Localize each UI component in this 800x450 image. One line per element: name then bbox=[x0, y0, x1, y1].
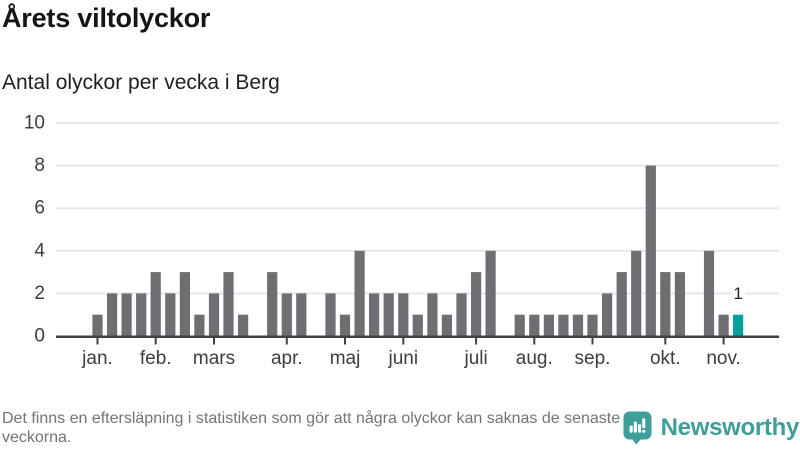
bar bbox=[339, 314, 351, 336]
bar bbox=[194, 314, 205, 336]
x-axis-tick bbox=[591, 338, 594, 345]
bar bbox=[427, 293, 438, 336]
x-axis-label: apr. bbox=[271, 348, 303, 369]
bar bbox=[354, 250, 365, 336]
x-axis-tick bbox=[96, 338, 99, 345]
value-label-backing bbox=[731, 284, 746, 302]
x-axis-label: nov. bbox=[706, 348, 741, 369]
x-axis-label: feb. bbox=[140, 348, 172, 369]
y-axis-label: 0 bbox=[34, 326, 45, 347]
x-axis-tick bbox=[344, 338, 346, 345]
gridline bbox=[56, 292, 779, 295]
bar bbox=[223, 272, 234, 336]
x-axis-tick bbox=[533, 338, 536, 345]
x-axis-tick bbox=[285, 338, 288, 345]
x-axis-tick bbox=[664, 338, 667, 345]
bar bbox=[645, 165, 656, 336]
x-axis-tick bbox=[213, 338, 215, 345]
bar bbox=[296, 293, 307, 336]
bar bbox=[602, 293, 613, 336]
bar bbox=[441, 314, 452, 336]
x-axis-label: sep. bbox=[575, 348, 611, 369]
bar bbox=[238, 314, 249, 336]
y-axis-label: 2 bbox=[34, 283, 45, 304]
bar bbox=[674, 272, 685, 336]
x-axis-label: juli bbox=[463, 348, 487, 369]
bar bbox=[150, 272, 161, 336]
bar bbox=[703, 250, 715, 336]
bar bbox=[398, 293, 409, 336]
bar bbox=[631, 250, 642, 336]
bar bbox=[281, 293, 292, 336]
x-axis-label: mars bbox=[193, 348, 235, 369]
x-axis-label: juni bbox=[388, 348, 419, 369]
bar bbox=[514, 314, 525, 336]
bar bbox=[383, 293, 394, 336]
bar bbox=[121, 293, 132, 336]
bar bbox=[208, 293, 220, 336]
y-axis-label: 6 bbox=[34, 198, 45, 219]
bar bbox=[412, 314, 423, 336]
x-axis-label: okt. bbox=[650, 348, 681, 369]
bar bbox=[485, 250, 496, 336]
x-axis-label: maj bbox=[330, 348, 361, 369]
x-axis-tick bbox=[402, 338, 405, 345]
x-axis-label: aug. bbox=[516, 348, 553, 369]
footer-disclaimer: Det finns en eftersläpning i statistiken… bbox=[2, 410, 621, 446]
y-axis-label: 4 bbox=[34, 240, 45, 261]
bar-highlight bbox=[733, 314, 744, 336]
bar bbox=[529, 314, 540, 336]
bar bbox=[136, 293, 147, 336]
gridline bbox=[56, 249, 779, 252]
bar bbox=[179, 272, 190, 336]
bar-chart: 0 2 4 6 8 10 jan. feb. mars apr. maj juni juli aug. se… bbox=[24, 113, 779, 369]
value-label: 1 bbox=[733, 284, 742, 303]
bar bbox=[660, 272, 671, 336]
newsworthy-wordmark: Newsworthy bbox=[660, 414, 800, 441]
bar bbox=[267, 272, 278, 336]
bar bbox=[107, 293, 118, 336]
newsworthy-logo: Newsworthy bbox=[623, 411, 799, 445]
gridline bbox=[56, 207, 779, 210]
gridline bbox=[56, 122, 779, 124]
bar bbox=[471, 272, 482, 336]
x-axis-tick bbox=[722, 338, 725, 345]
x-axis-tick bbox=[154, 338, 157, 345]
x-axis-tick bbox=[475, 338, 478, 345]
bar bbox=[587, 314, 598, 336]
bar bbox=[543, 314, 554, 336]
bar bbox=[616, 272, 627, 336]
bar bbox=[456, 293, 467, 336]
x-axis-line bbox=[56, 335, 779, 338]
bar bbox=[558, 314, 569, 336]
bar bbox=[92, 314, 103, 336]
newsworthy-logo-icon bbox=[623, 411, 652, 445]
bar bbox=[572, 314, 584, 336]
y-axis-label: 10 bbox=[24, 113, 45, 134]
chart-subtitle: Antal olyckor per vecka i Berg bbox=[2, 71, 280, 94]
bar bbox=[718, 314, 729, 336]
gridline bbox=[56, 164, 779, 167]
y-axis-label: 8 bbox=[34, 155, 45, 176]
x-axis-label: jan. bbox=[81, 348, 113, 369]
bar bbox=[325, 293, 336, 336]
bar bbox=[369, 293, 380, 336]
page-title: Årets viltolyckor bbox=[2, 3, 211, 33]
bar bbox=[165, 293, 176, 336]
